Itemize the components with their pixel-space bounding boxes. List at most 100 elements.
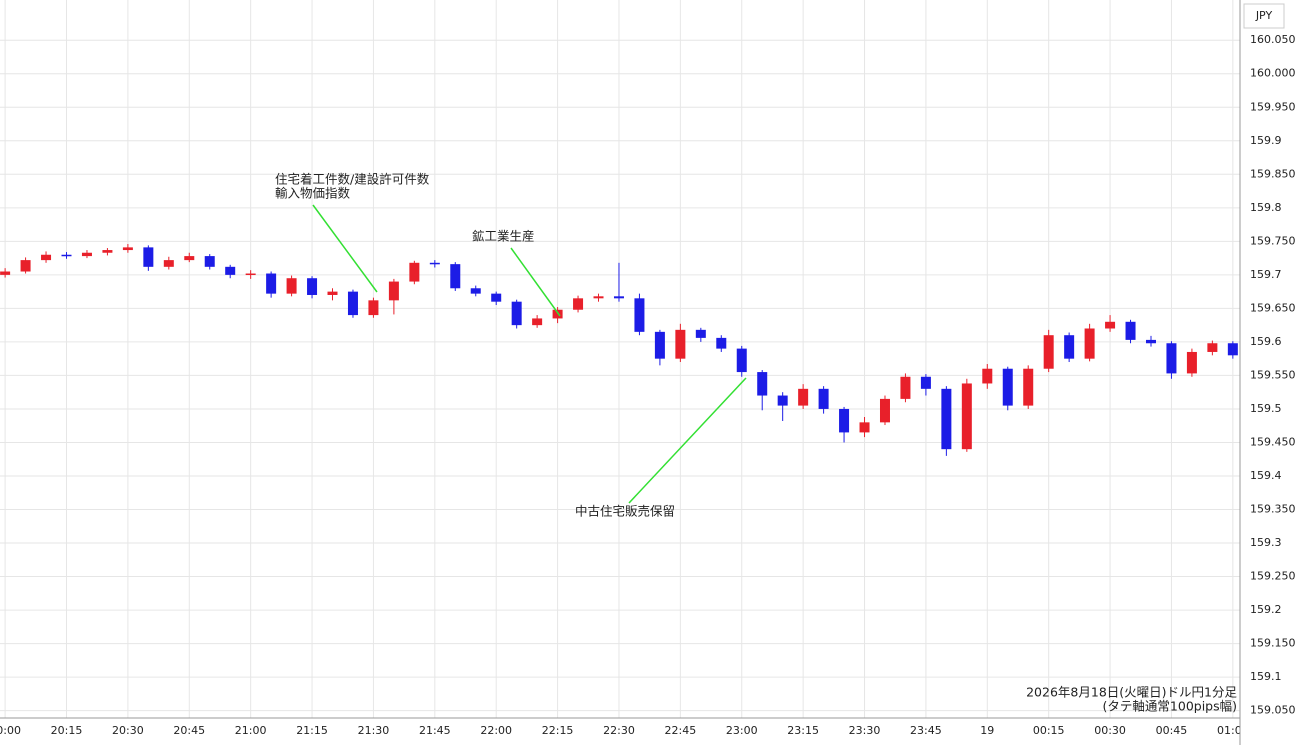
x-tick-label: 23:45 <box>910 724 942 737</box>
y-tick-label: 159.9 <box>1250 134 1282 147</box>
candle-body <box>1145 339 1156 344</box>
candle-body <box>184 256 195 261</box>
x-tick-label: 19 <box>980 724 994 737</box>
x-tick-label: 20:15 <box>51 724 83 737</box>
y-tick-label: 159.1 <box>1250 670 1282 683</box>
caption: 2026年8月18日(火曜日)ドル円1分足 <box>1026 685 1237 700</box>
y-tick-label: 159.950 <box>1250 100 1296 113</box>
candle-body <box>1166 343 1177 374</box>
candle-body <box>1002 368 1013 406</box>
candle-body <box>839 408 850 433</box>
candle-body <box>307 278 318 295</box>
annotation-line <box>628 377 747 504</box>
candle-body <box>573 298 584 310</box>
x-tick-label: 00:45 <box>1156 724 1188 737</box>
y-tick-label: 159.3 <box>1250 536 1282 549</box>
y-tick-label: 159.5 <box>1250 402 1282 415</box>
candle-body <box>1043 335 1054 369</box>
x-tick-label: 20:00 <box>0 724 21 737</box>
candles <box>0 244 1238 456</box>
candle-body <box>798 388 809 406</box>
annotation: 住宅着工件数/建設許可件数 <box>275 172 430 187</box>
y-axis: 159.050 159.1 159.150 159.2 159.250 159.3 159.… <box>1250 33 1296 716</box>
candle-body <box>961 383 972 450</box>
x-tick-label: 21:30 <box>358 724 390 737</box>
candle-body <box>61 254 72 257</box>
x-tick-label: 21:45 <box>419 724 451 737</box>
annotation: 中古住宅販売保留 <box>575 504 675 519</box>
candle-body <box>1064 335 1075 359</box>
candle-body <box>1084 328 1095 359</box>
currency-box <box>1243 3 1285 29</box>
candle-body <box>777 395 788 406</box>
x-tick-label: 20:30 <box>112 724 144 737</box>
annotation-line <box>312 204 378 293</box>
y-tick-label: 159.550 <box>1250 368 1296 381</box>
candle-body <box>347 291 358 316</box>
candle-body <box>163 260 174 267</box>
x-tick-label: 00:30 <box>1094 724 1126 737</box>
candle-body <box>0 271 11 275</box>
candle-body <box>388 281 399 301</box>
candle-body <box>757 372 768 396</box>
candle-body <box>532 318 543 326</box>
candle-body <box>1125 321 1136 340</box>
y-tick-label: 159.4 <box>1250 469 1282 482</box>
y-tick-label: 159.450 <box>1250 435 1296 448</box>
x-tick-label: 20:45 <box>173 724 205 737</box>
candle-body <box>41 254 52 261</box>
x-tick-label: 00:15 <box>1033 724 1065 737</box>
candle-body <box>634 298 645 332</box>
candle-body <box>204 256 215 267</box>
candle-body <box>716 337 727 349</box>
candle-body <box>941 388 952 450</box>
x-tick-label: 23:00 <box>726 724 758 737</box>
candle-body <box>20 260 31 272</box>
candle-body <box>552 309 563 319</box>
y-tick-label: 159.6 <box>1250 335 1282 348</box>
x-tick-label: 22:15 <box>542 724 574 737</box>
candle-body <box>1023 368 1034 406</box>
annotations: 住宅着工件数/建設許可件数 輸入物価指数 鉱工業生産 中古住宅販売保留 <box>275 172 747 519</box>
candle-body <box>81 252 92 257</box>
y-tick-label: 160.000 <box>1250 67 1296 80</box>
candle-body <box>491 293 502 302</box>
currency-label: JPY <box>1255 9 1273 22</box>
x-tick-label: 21:00 <box>235 724 267 737</box>
candle-body <box>736 348 747 373</box>
y-tick-label: 159.250 <box>1250 570 1296 583</box>
candle-body <box>613 296 624 299</box>
annotation: 輸入物価指数 <box>275 186 351 201</box>
x-tick-label: 21:15 <box>296 724 328 737</box>
candle-body <box>1227 343 1238 356</box>
candle-body <box>982 368 993 384</box>
candle-body <box>900 376 911 399</box>
y-tick-label: 159.650 <box>1250 301 1296 314</box>
y-tick-label: 159.750 <box>1250 234 1296 247</box>
y-tick-label: 159.8 <box>1250 201 1282 214</box>
y-tick-label: 160.050 <box>1250 33 1296 46</box>
candle-body <box>327 291 338 295</box>
x-tick-label: 23:30 <box>849 724 881 737</box>
candle-body <box>245 273 256 276</box>
x-tick-label: 23:15 <box>787 724 819 737</box>
candle-body <box>429 262 440 265</box>
candle-body <box>470 288 481 294</box>
candle-body <box>1105 321 1116 329</box>
y-tick-label: 159.050 <box>1250 704 1296 717</box>
candle-body <box>654 331 665 359</box>
candle-body <box>593 296 604 299</box>
candle-body <box>879 398 890 423</box>
x-tick-label: 22:45 <box>665 724 697 737</box>
y-tick-label: 159.850 <box>1250 167 1296 180</box>
candle-body <box>1207 343 1218 352</box>
y-tick-label: 159.150 <box>1250 637 1296 650</box>
y-tick-label: 159.2 <box>1250 603 1282 616</box>
candle-body <box>511 301 522 326</box>
y-tick-label: 159.350 <box>1250 503 1296 516</box>
candle-body <box>920 376 931 389</box>
candle-body <box>409 262 420 282</box>
annotation: 鉱工業生産 <box>472 229 535 244</box>
